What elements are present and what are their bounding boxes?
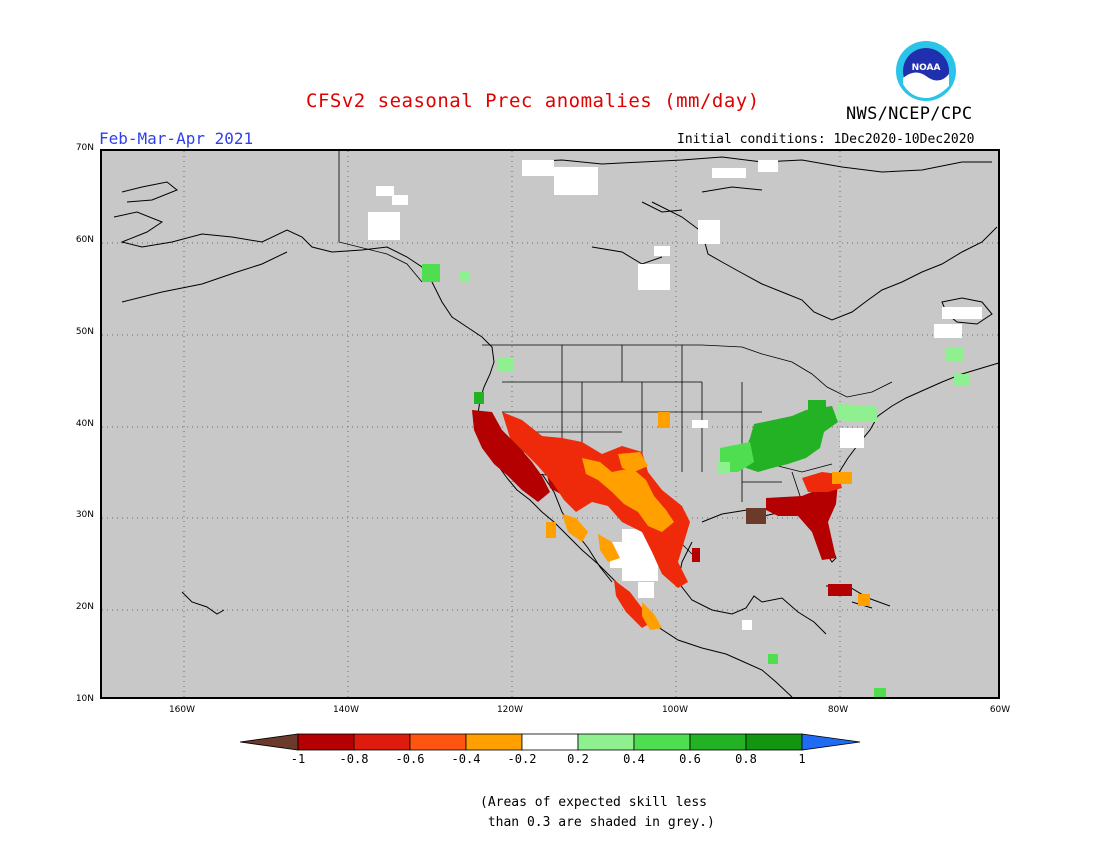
lon-label-140w: 140W <box>332 705 360 715</box>
chart-title: CFSv2 seasonal Prec anomalies (mm/day) <box>306 90 760 112</box>
colorbar-segment <box>577 733 635 751</box>
forecast-period: Feb-Mar-Apr 2021 <box>99 129 254 148</box>
lon-label-60w: 60W <box>989 705 1011 715</box>
colorbar-lower-arrow <box>240 733 299 751</box>
map-canvas <box>102 151 998 697</box>
map-panel <box>100 149 1000 699</box>
colorbar-label: 0.4 <box>623 752 645 766</box>
lat-label-60n: 60N <box>75 235 94 245</box>
lat-label-30n: 30N <box>75 510 94 520</box>
colorbar-label: 0.2 <box>567 752 589 766</box>
neutral-patches <box>368 160 982 630</box>
colorbar-segment <box>297 733 355 751</box>
colorbar-upper-arrow <box>801 733 861 751</box>
colorbar-segment <box>353 733 411 751</box>
lon-label-120w: 120W <box>496 705 524 715</box>
wet-anomalies <box>422 264 970 697</box>
colorbar-segment <box>689 733 747 751</box>
graticule <box>102 151 998 697</box>
initial-conditions: Initial conditions: 1Dec2020-10Dec2020 <box>677 132 975 147</box>
colorbar-label: -0.2 <box>507 752 537 766</box>
lat-label-20n: 20N <box>75 602 94 612</box>
colorbar-label: -0.8 <box>339 752 369 766</box>
agency-label: NWS/NCEP/CPC <box>846 104 973 124</box>
skill-footnote: (Areas of expected skill less than 0.3 a… <box>480 795 715 830</box>
colorbar-segment <box>633 733 691 751</box>
colorbar <box>240 733 861 751</box>
lat-label-10n: 10N <box>75 694 94 704</box>
colorbar-label: 0.8 <box>735 752 757 766</box>
colorbar-label: 0.6 <box>679 752 701 766</box>
colorbar-segment <box>465 733 523 751</box>
colorbar-segment <box>409 733 467 751</box>
lat-label-70n: 70N <box>75 143 94 153</box>
lat-label-40n: 40N <box>75 419 94 429</box>
lon-label-160w: 160W <box>168 705 196 715</box>
colorbar-label: 1 <box>798 752 806 766</box>
dry-anomalies <box>472 410 870 630</box>
coastlines <box>113 156 998 697</box>
colorbar-label: -0.6 <box>395 752 425 766</box>
colorbar-segment <box>745 733 803 751</box>
lon-label-80w: 80W <box>827 705 849 715</box>
lat-label-50n: 50N <box>75 327 94 337</box>
svg-text:NOAA: NOAA <box>912 63 941 73</box>
noaa-logo: NOAA <box>896 41 956 101</box>
lon-label-100w: 100W <box>661 705 689 715</box>
colorbar-segment <box>521 733 579 751</box>
colorbar-label: -0.4 <box>451 752 481 766</box>
colorbar-label: -1 <box>290 752 306 766</box>
